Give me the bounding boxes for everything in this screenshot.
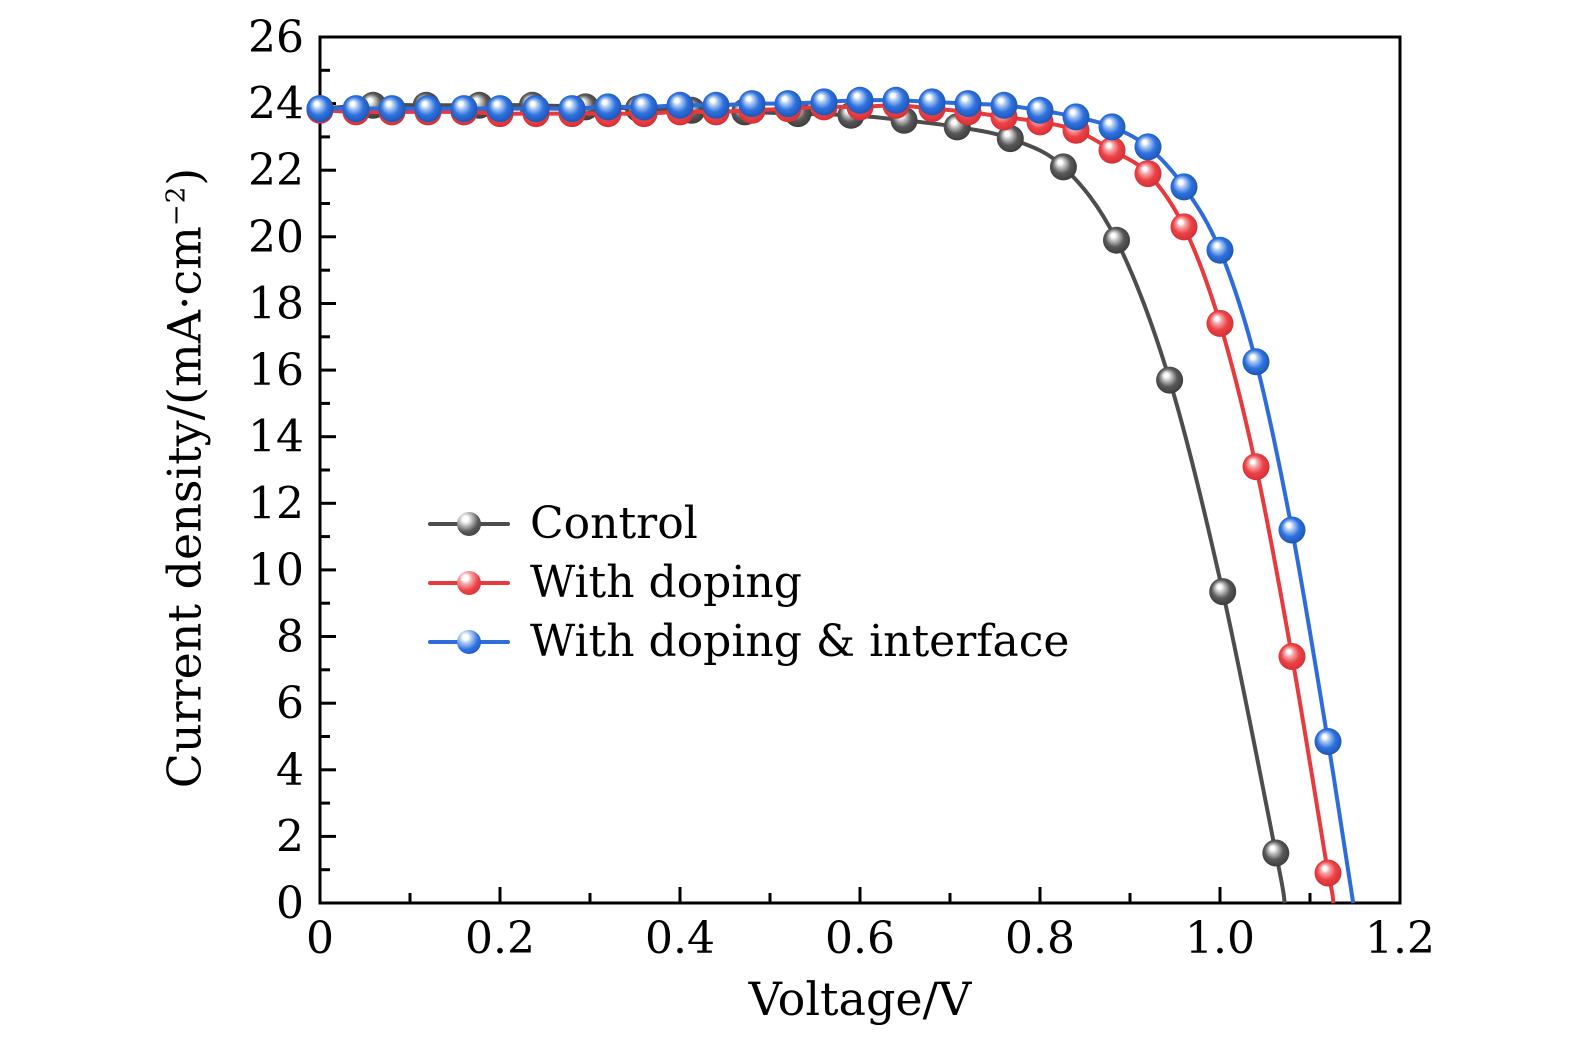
legend-label-control: Control: [530, 498, 698, 549]
svg-text:18: 18: [248, 279, 304, 330]
svg-text:0.4: 0.4: [645, 913, 715, 964]
svg-text:10: 10: [248, 545, 304, 596]
svg-text:2: 2: [276, 811, 304, 862]
y-axis-title: Current density/(mA·cm−2): [157, 168, 212, 788]
axis-ticks: [318, 35, 1402, 905]
svg-text:1.0: 1.0: [1185, 913, 1255, 964]
svg-text:24: 24: [248, 79, 304, 130]
svg-text:0.2: 0.2: [465, 913, 535, 964]
svg-text:22: 22: [248, 145, 304, 196]
series-with-doping-interface: [306, 86, 1356, 904]
svg-text:20: 20: [248, 212, 304, 263]
legend-item-control: Control: [428, 494, 1069, 553]
legend-item-with-doping-interface: With doping & interface: [428, 612, 1069, 671]
svg-text:0.6: 0.6: [825, 913, 895, 964]
svg-text:4: 4: [276, 745, 304, 796]
tick-labels: 0 0.2 0.4 0.6 0.8 1.0 1.2024681012141618202224…: [248, 12, 1435, 964]
with-doping-interface-series-marker-icon: [428, 627, 510, 657]
x-axis-title: Voltage/V: [748, 972, 972, 1026]
axes-box: [318, 35, 1402, 905]
y-axis-title-close-paren: ): [157, 167, 212, 186]
control-series-marker-icon: [428, 509, 510, 539]
svg-text:1.2: 1.2: [1365, 913, 1435, 964]
svg-text:14: 14: [248, 412, 304, 463]
svg-text:12: 12: [248, 478, 304, 529]
y-axis-title-text: Current density/(mA·cm: [157, 226, 212, 789]
svg-text:0.8: 0.8: [1005, 913, 1075, 964]
legend-item-with-doping: With doping: [428, 553, 1069, 612]
svg-text:8: 8: [276, 612, 304, 663]
legend-label-with-doping: With doping: [530, 557, 802, 608]
with-doping-series-marker-icon: [428, 568, 510, 598]
legend-label-with-doping-interface: With doping & interface: [530, 616, 1070, 667]
svg-text:16: 16: [248, 345, 304, 396]
svg-text:26: 26: [248, 12, 304, 63]
svg-text:6: 6: [276, 678, 304, 729]
svg-text:0: 0: [306, 913, 334, 964]
y-axis-title-superscript: −2: [161, 185, 192, 227]
svg-text:0: 0: [276, 878, 304, 929]
legend: Control With doping With doping & interf…: [428, 494, 1069, 671]
